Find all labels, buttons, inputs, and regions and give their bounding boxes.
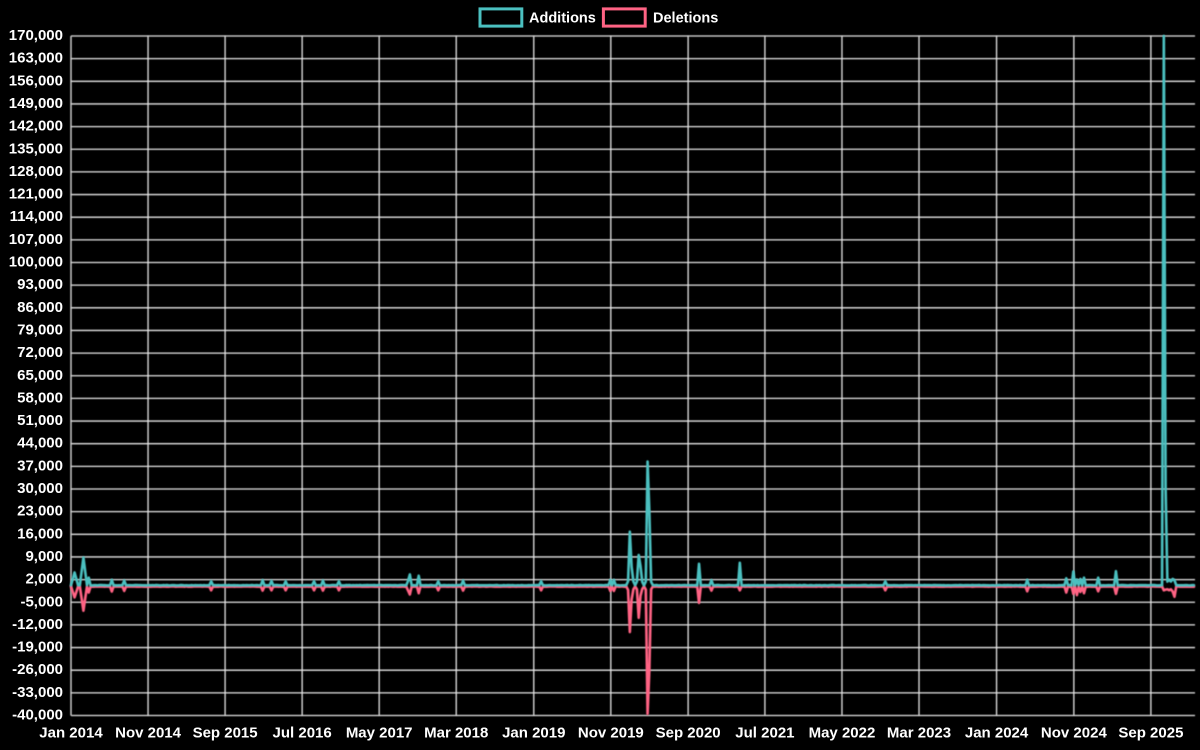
svg-text:May 2017: May 2017 [346, 725, 413, 742]
svg-text:86,000: 86,000 [17, 299, 63, 316]
svg-text:135,000: 135,000 [9, 140, 63, 157]
svg-text:128,000: 128,000 [9, 163, 63, 180]
svg-text:-26,000: -26,000 [12, 661, 63, 678]
svg-text:23,000: 23,000 [17, 503, 63, 520]
svg-text:-5,000: -5,000 [20, 593, 63, 610]
svg-text:121,000: 121,000 [9, 186, 63, 203]
svg-text:May 2022: May 2022 [809, 725, 876, 742]
svg-text:149,000: 149,000 [9, 95, 63, 112]
svg-text:-40,000: -40,000 [12, 707, 63, 724]
svg-text:79,000: 79,000 [17, 321, 63, 338]
svg-text:58,000: 58,000 [17, 389, 63, 406]
svg-text:72,000: 72,000 [17, 344, 63, 361]
svg-text:114,000: 114,000 [10, 208, 63, 225]
svg-text:16,000: 16,000 [17, 525, 63, 542]
svg-text:44,000: 44,000 [17, 435, 63, 452]
svg-text:100,000: 100,000 [9, 254, 63, 271]
svg-text:Jan 2024: Jan 2024 [965, 725, 1029, 742]
svg-text:2,000: 2,000 [25, 571, 63, 588]
svg-text:-19,000: -19,000 [12, 639, 63, 656]
svg-text:156,000: 156,000 [9, 72, 63, 89]
svg-text:37,000: 37,000 [17, 457, 63, 474]
svg-text:30,000: 30,000 [17, 480, 63, 497]
svg-text:Nov 2024: Nov 2024 [1041, 725, 1108, 742]
svg-text:Additions: Additions [529, 11, 596, 27]
svg-text:Jan 2019: Jan 2019 [502, 725, 565, 742]
svg-text:9,000: 9,000 [25, 548, 63, 565]
svg-text:Mar 2018: Mar 2018 [424, 725, 488, 742]
svg-text:Mar 2023: Mar 2023 [887, 725, 951, 742]
svg-text:Sep 2025: Sep 2025 [1118, 725, 1183, 742]
svg-text:Sep 2020: Sep 2020 [656, 725, 721, 742]
svg-text:93,000: 93,000 [17, 276, 63, 293]
svg-text:Deletions: Deletions [653, 11, 718, 27]
svg-text:Jan 2014: Jan 2014 [39, 725, 103, 742]
svg-text:Jul 2021: Jul 2021 [735, 725, 794, 742]
svg-text:51,000: 51,000 [17, 412, 63, 429]
svg-text:170,000: 170,000 [9, 27, 63, 44]
svg-text:Nov 2014: Nov 2014 [115, 725, 182, 742]
svg-text:163,000: 163,000 [9, 50, 63, 67]
svg-text:Jul 2016: Jul 2016 [273, 725, 332, 742]
svg-text:Sep 2015: Sep 2015 [193, 725, 258, 742]
svg-text:-33,000: -33,000 [12, 684, 63, 701]
svg-text:107,000: 107,000 [9, 231, 63, 248]
svg-text:-12,000: -12,000 [12, 616, 63, 633]
svg-text:Nov 2019: Nov 2019 [578, 725, 644, 742]
svg-text:65,000: 65,000 [17, 367, 63, 384]
svg-text:142,000: 142,000 [9, 118, 63, 135]
